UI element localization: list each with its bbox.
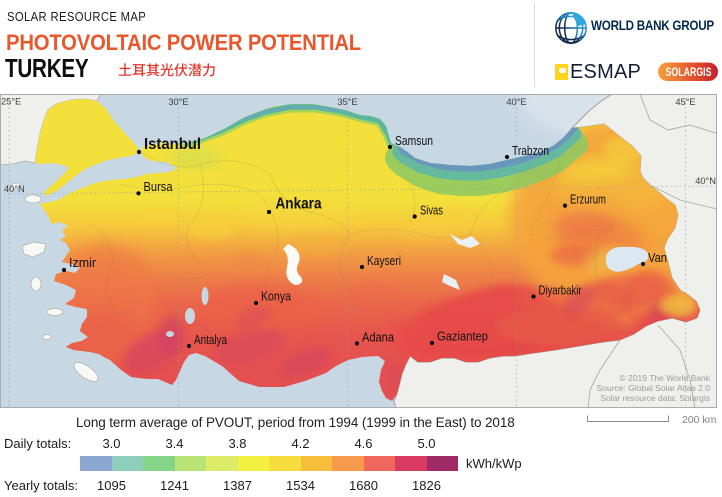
svg-text:Van: Van	[648, 251, 667, 265]
svg-text:Antalya: Antalya	[194, 333, 227, 347]
svg-text:Izmir: Izmir	[69, 256, 96, 270]
svg-text:40°N: 40°N	[4, 184, 25, 194]
svg-text:Diyarbakir: Diyarbakir	[539, 284, 582, 298]
svg-text:Samsun: Samsun	[395, 134, 433, 148]
svg-text:Istanbul: Istanbul	[144, 136, 201, 153]
svg-text:Solar resource data: Solargis: Solar resource data: Solargis	[600, 393, 710, 403]
svg-text:45°E: 45°E	[675, 97, 695, 107]
svg-text:Kayseri: Kayseri	[367, 254, 401, 268]
svg-text:Sivas: Sivas	[420, 204, 443, 218]
svg-text:40°N: 40°N	[695, 176, 716, 186]
svg-text:Adana: Adana	[362, 331, 394, 345]
svg-text:© 2019 The World Bank: © 2019 The World Bank	[619, 373, 710, 383]
svg-text:SOLARGIS: SOLARGIS	[666, 66, 712, 79]
svg-text:Source: Global Solar Atlas 2.0: Source: Global Solar Atlas 2.0	[597, 383, 711, 393]
svg-text:Erzurum: Erzurum	[570, 193, 606, 207]
svg-text:Konya: Konya	[261, 290, 291, 304]
svg-text:30°E: 30°E	[168, 97, 188, 107]
svg-text:40°E: 40°E	[506, 97, 526, 107]
svg-text:Trabzon: Trabzon	[512, 144, 549, 158]
svg-text:35°E: 35°E	[337, 97, 357, 107]
svg-text:Gaziantep: Gaziantep	[437, 330, 488, 344]
svg-text:Ankara: Ankara	[276, 196, 322, 213]
svg-text:Bursa: Bursa	[144, 180, 173, 194]
svg-text:25°E: 25°E	[1, 97, 21, 107]
